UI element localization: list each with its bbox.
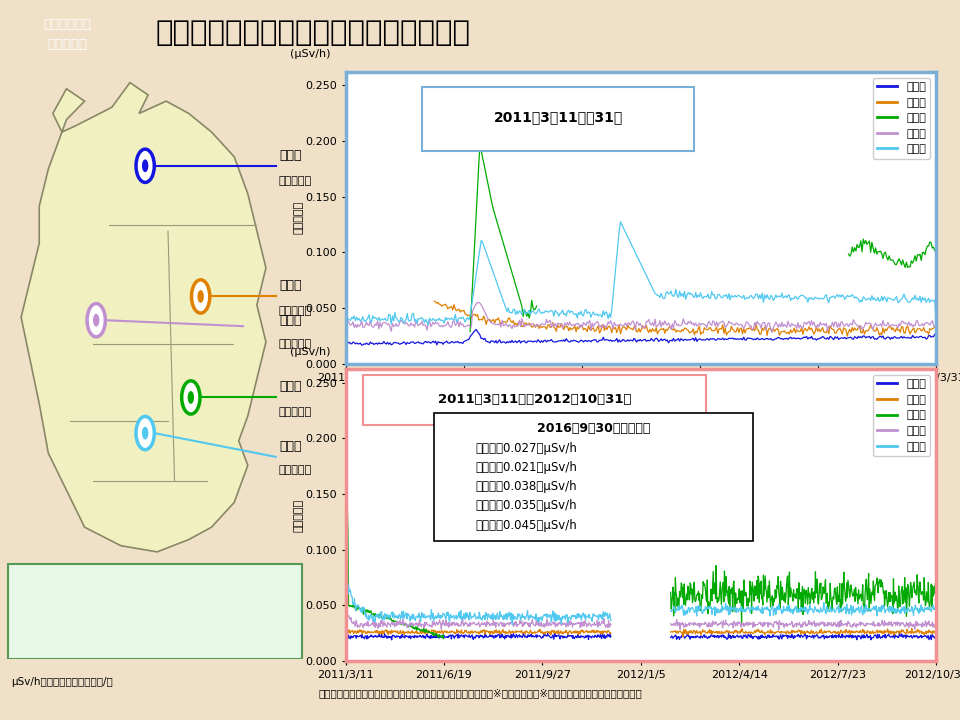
Text: 岩手県：0.021　μSv/h: 岩手県：0.021 μSv/h bbox=[475, 461, 577, 474]
Text: 仙台市は震災の影響で長期間
データが存在しない: 仙台市は震災の影響で長期間 データが存在しない bbox=[109, 595, 201, 627]
Text: 文部科学省環境放射能水準調査結果、環境放射線データベース※より作成　　※：現在は原子力規制委員会が担当: 文部科学省環境放射能水準調査結果、環境放射線データベース※より作成 ※：現在は原… bbox=[318, 688, 642, 698]
山形県 bbox=[930, 318, 942, 327]
山形県 bbox=[590, 310, 602, 319]
山形県 bbox=[673, 293, 684, 302]
山形県 bbox=[777, 289, 788, 297]
岩手県 bbox=[670, 328, 682, 336]
Text: (μSv/h): (μSv/h) bbox=[290, 347, 330, 357]
Circle shape bbox=[87, 304, 106, 337]
青森県 bbox=[930, 332, 942, 341]
青森県 bbox=[777, 334, 788, 343]
Text: μSv/h：マイクロシーベルト/時: μSv/h：マイクロシーベルト/時 bbox=[12, 677, 113, 687]
Text: (μSv/h): (μSv/h) bbox=[290, 50, 330, 60]
Circle shape bbox=[187, 390, 195, 405]
青森県 bbox=[878, 334, 890, 343]
Text: 2016年9月30日測定時点: 2016年9月30日測定時点 bbox=[537, 423, 650, 436]
Line: 宮城県: 宮城県 bbox=[470, 145, 935, 332]
Text: 2011年3月11日〜2012年10月31日: 2011年3月11日〜2012年10月31日 bbox=[438, 393, 632, 406]
秋田県 bbox=[525, 321, 537, 330]
Text: 空間線量率の: 空間線量率の bbox=[43, 17, 91, 31]
Circle shape bbox=[136, 416, 155, 450]
岩手県 bbox=[774, 331, 785, 340]
Circle shape bbox=[136, 149, 155, 182]
山形県 bbox=[340, 314, 351, 323]
FancyBboxPatch shape bbox=[363, 375, 706, 425]
青森県 bbox=[701, 334, 712, 343]
青森県 bbox=[673, 334, 684, 343]
岩手県 bbox=[876, 330, 888, 339]
山形県 bbox=[701, 293, 712, 302]
秋田県 bbox=[340, 313, 351, 322]
秋田県 bbox=[766, 328, 778, 337]
FancyBboxPatch shape bbox=[8, 564, 301, 659]
宮城県 bbox=[523, 314, 535, 323]
秋田県 bbox=[473, 298, 485, 307]
青森県 bbox=[591, 338, 603, 346]
Text: 宮城県：0.038　μSv/h: 宮城県：0.038 μSv/h bbox=[475, 480, 577, 493]
Y-axis label: 空間線量率: 空間線量率 bbox=[294, 201, 303, 235]
Line: 秋田県: 秋田県 bbox=[346, 302, 936, 333]
Circle shape bbox=[197, 289, 204, 304]
Polygon shape bbox=[21, 83, 266, 552]
Text: （秋田県）: （秋田県） bbox=[279, 339, 312, 349]
Circle shape bbox=[141, 158, 149, 173]
岩手県 bbox=[523, 319, 535, 328]
宮城県 bbox=[876, 250, 888, 258]
Legend: 青森県, 岩手県, 宮城県, 秋田県, 山形県: 青森県, 岩手県, 宮城県, 秋田県, 山形県 bbox=[873, 78, 930, 158]
Circle shape bbox=[92, 313, 100, 328]
Text: 時空間分布: 時空間分布 bbox=[47, 37, 87, 50]
Line: 岩手県: 岩手県 bbox=[434, 301, 936, 336]
秋田県 bbox=[590, 318, 602, 327]
Text: 秋田県：0.035　μSv/h: 秋田県：0.035 μSv/h bbox=[475, 500, 577, 513]
山形県 bbox=[878, 292, 890, 301]
岩手県 bbox=[930, 324, 942, 333]
Text: 山形市: 山形市 bbox=[279, 440, 301, 453]
Text: 秋田市: 秋田市 bbox=[279, 314, 301, 327]
FancyBboxPatch shape bbox=[434, 413, 753, 541]
秋田県 bbox=[777, 318, 788, 327]
青森県 bbox=[470, 325, 482, 334]
Text: 青森県：0.027　μSv/h: 青森県：0.027 μSv/h bbox=[475, 441, 577, 454]
Text: （宮城県）: （宮城県） bbox=[279, 408, 312, 418]
秋田県 bbox=[878, 320, 890, 329]
Y-axis label: 空間線量率: 空間線量率 bbox=[294, 498, 303, 532]
Circle shape bbox=[141, 426, 149, 440]
青森県 bbox=[526, 337, 538, 346]
秋田県 bbox=[700, 320, 711, 329]
山形県 bbox=[614, 217, 626, 226]
青森県 bbox=[356, 341, 368, 349]
青森県 bbox=[340, 339, 351, 348]
秋田県 bbox=[671, 321, 683, 330]
山形県 bbox=[525, 310, 537, 319]
秋田県 bbox=[930, 322, 942, 330]
Text: （岩手県）: （岩手県） bbox=[279, 306, 312, 316]
Line: 山形県: 山形県 bbox=[346, 222, 936, 325]
Circle shape bbox=[191, 280, 210, 313]
Text: （山形県）: （山形県） bbox=[279, 465, 312, 475]
Text: 仙台市: 仙台市 bbox=[279, 380, 301, 393]
FancyBboxPatch shape bbox=[422, 86, 694, 150]
Circle shape bbox=[181, 381, 200, 414]
岩手県 bbox=[588, 327, 600, 336]
Text: 2011年3月11日〜31日: 2011年3月11日〜31日 bbox=[493, 110, 623, 124]
Text: 青森市: 青森市 bbox=[279, 148, 301, 161]
岩手県 bbox=[699, 323, 710, 332]
山形県 bbox=[422, 320, 434, 329]
Text: 山形県：0.045　μSv/h: 山形県：0.045 μSv/h bbox=[475, 518, 577, 531]
Text: 東北地方における空間線量率の経時変化: 東北地方における空間線量率の経時変化 bbox=[156, 19, 470, 47]
Text: 盛岡市: 盛岡市 bbox=[279, 279, 301, 292]
Legend: 青森県, 岩手県, 宮城県, 秋田県, 山形県: 青森県, 岩手県, 宮城県, 秋田県, 山形県 bbox=[873, 375, 930, 456]
Line: 青森県: 青森県 bbox=[346, 330, 936, 345]
Text: （青森県）: （青森県） bbox=[279, 176, 312, 186]
